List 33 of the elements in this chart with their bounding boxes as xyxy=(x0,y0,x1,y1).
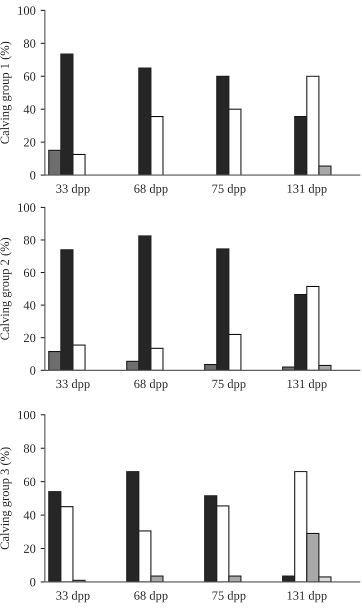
y-tick-label: 20 xyxy=(24,138,36,147)
x-tick-label: 131 dpp xyxy=(288,590,327,602)
x-tick-label: 33 dpp xyxy=(56,590,90,602)
x-tick-label: 131 dpp xyxy=(288,379,327,391)
y-tick-label: 60 xyxy=(24,478,36,486)
y-tick-label: 40 xyxy=(24,511,36,520)
x-tick-label: 75 dpp xyxy=(212,184,246,196)
x-tick-label: 75 dpp xyxy=(212,379,246,391)
x-tick-label: 68 dpp xyxy=(134,590,168,602)
x-tick-label: 131 dpp xyxy=(288,184,327,196)
y-tick-label: 0 xyxy=(30,366,36,375)
y-tick-label: 60 xyxy=(24,268,36,278)
y-tick-label: 100 xyxy=(18,6,36,15)
y-axis-title: Calving group 3 (%) xyxy=(0,447,12,550)
y-tick-label: 80 xyxy=(24,444,36,453)
x-tick-label: 68 dpp xyxy=(134,184,168,196)
y-tick-label: 0 xyxy=(30,578,36,586)
y-tick-label: 20 xyxy=(24,544,36,553)
y-tick-label: 100 xyxy=(18,410,36,420)
x-tick-label: 68 dpp xyxy=(134,379,168,391)
y-tick-label: 100 xyxy=(18,203,36,212)
y-tick-label: 40 xyxy=(24,301,36,310)
y-tick-label: 0 xyxy=(30,171,36,180)
y-tick-label: 80 xyxy=(24,39,36,48)
y-tick-label: 20 xyxy=(24,334,36,342)
y-tick-label: 80 xyxy=(24,236,36,244)
y-axis-title: Calving group 1 (%) xyxy=(0,42,12,144)
y-tick-label: 60 xyxy=(24,72,36,81)
x-tick-label: 33 dpp xyxy=(56,379,90,391)
x-tick-label: 33 dpp xyxy=(56,184,90,196)
y-tick-label: 40 xyxy=(24,105,36,114)
y-axis-title: Calving group 2 (%) xyxy=(0,238,12,340)
x-tick-label: 75 dpp xyxy=(212,590,246,602)
